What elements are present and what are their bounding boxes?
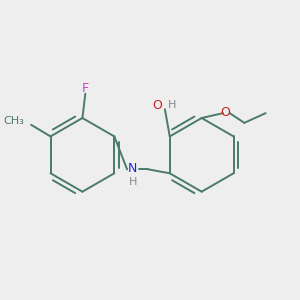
Text: CH₃: CH₃ bbox=[4, 116, 24, 126]
Text: O: O bbox=[152, 99, 162, 112]
Text: H: H bbox=[129, 177, 137, 187]
Text: N: N bbox=[128, 162, 138, 175]
Text: H: H bbox=[167, 100, 176, 110]
Text: O: O bbox=[220, 106, 230, 119]
Text: F: F bbox=[82, 82, 89, 95]
